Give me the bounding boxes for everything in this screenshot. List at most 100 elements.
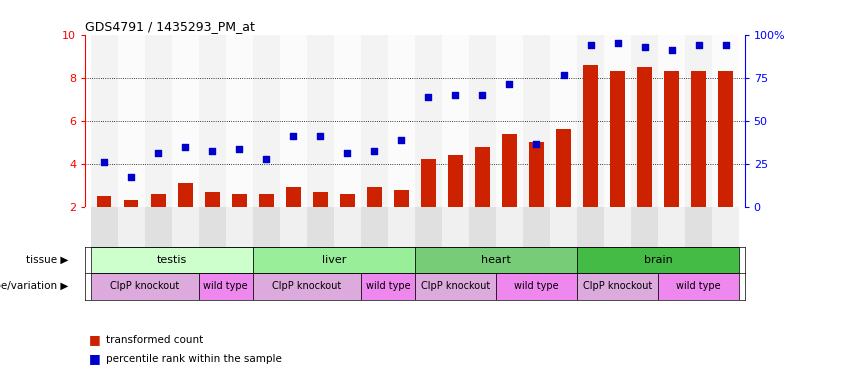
Bar <box>205 192 220 207</box>
Bar <box>577 247 740 273</box>
Bar <box>226 35 253 207</box>
Bar <box>583 65 598 207</box>
Bar <box>691 71 706 207</box>
Bar <box>712 35 740 207</box>
Point <box>124 174 138 180</box>
Point <box>557 73 570 79</box>
Text: wild type: wild type <box>677 281 721 291</box>
Bar <box>718 71 734 207</box>
Text: ClpP knockout: ClpP knockout <box>420 281 490 291</box>
Text: testis: testis <box>157 255 186 265</box>
Point <box>151 150 165 156</box>
Bar <box>550 35 577 207</box>
Point <box>232 146 246 152</box>
Bar <box>231 194 247 207</box>
Text: wild type: wild type <box>514 281 559 291</box>
Bar <box>151 194 165 207</box>
Bar <box>658 35 685 207</box>
Text: ■: ■ <box>89 333 101 346</box>
Point <box>665 46 678 53</box>
Point <box>313 132 327 139</box>
Bar <box>198 273 253 300</box>
Bar <box>442 207 469 247</box>
Bar <box>712 207 740 247</box>
Bar <box>685 207 712 247</box>
Point <box>529 141 543 147</box>
Point <box>395 137 408 143</box>
Bar <box>361 273 414 300</box>
Point <box>448 92 462 98</box>
Bar <box>361 35 388 207</box>
Bar <box>577 273 658 300</box>
Bar <box>637 67 652 207</box>
Bar <box>523 35 550 207</box>
Bar <box>367 187 382 207</box>
Point <box>260 156 273 162</box>
Point <box>719 42 733 48</box>
Text: ClpP knockout: ClpP knockout <box>272 281 341 291</box>
Bar <box>421 159 436 207</box>
Bar <box>90 207 117 247</box>
Bar <box>172 207 198 247</box>
Bar <box>415 273 496 300</box>
Text: GDS4791 / 1435293_PM_at: GDS4791 / 1435293_PM_at <box>85 20 255 33</box>
Bar <box>253 273 361 300</box>
Bar <box>469 35 496 207</box>
Point <box>287 132 300 139</box>
Text: liver: liver <box>322 255 346 265</box>
Text: genotype/variation ▶: genotype/variation ▶ <box>0 281 69 291</box>
Bar <box>469 207 496 247</box>
Bar <box>313 192 328 207</box>
Bar <box>604 207 631 247</box>
Text: brain: brain <box>643 255 672 265</box>
Bar <box>280 35 306 207</box>
Point <box>97 159 111 165</box>
Bar <box>145 35 172 207</box>
Point <box>584 42 597 48</box>
Bar <box>198 35 226 207</box>
Bar <box>550 207 577 247</box>
Bar <box>577 35 604 207</box>
Bar <box>496 207 523 247</box>
Bar <box>415 35 442 207</box>
Bar <box>577 207 604 247</box>
Bar <box>529 142 544 207</box>
Bar <box>388 207 415 247</box>
Point <box>692 42 705 48</box>
Bar <box>631 35 658 207</box>
Bar <box>665 71 679 207</box>
Bar <box>96 196 111 207</box>
Bar <box>610 71 625 207</box>
Bar <box>226 207 253 247</box>
Text: percentile rank within the sample: percentile rank within the sample <box>106 354 283 364</box>
Bar <box>658 273 740 300</box>
Bar <box>415 207 442 247</box>
Bar <box>388 35 415 207</box>
Point <box>340 150 354 156</box>
Bar <box>253 207 280 247</box>
Point <box>503 81 517 87</box>
Point <box>205 148 219 154</box>
Bar <box>334 207 361 247</box>
Bar <box>523 207 550 247</box>
Bar <box>117 207 145 247</box>
Text: tissue ▶: tissue ▶ <box>26 255 69 265</box>
Text: ClpP knockout: ClpP knockout <box>110 281 180 291</box>
Text: heart: heart <box>481 255 511 265</box>
Bar <box>415 247 577 273</box>
Point <box>637 45 651 51</box>
Bar <box>475 147 490 207</box>
Bar <box>502 134 517 207</box>
Bar <box>117 35 145 207</box>
Bar <box>496 273 577 300</box>
Bar <box>253 247 415 273</box>
Bar <box>253 35 280 207</box>
Bar <box>442 35 469 207</box>
Bar <box>361 207 388 247</box>
Bar <box>172 35 198 207</box>
Bar <box>306 207 334 247</box>
Text: transformed count: transformed count <box>106 335 203 345</box>
Point <box>421 94 435 100</box>
Point <box>179 144 192 150</box>
Point <box>368 148 381 154</box>
